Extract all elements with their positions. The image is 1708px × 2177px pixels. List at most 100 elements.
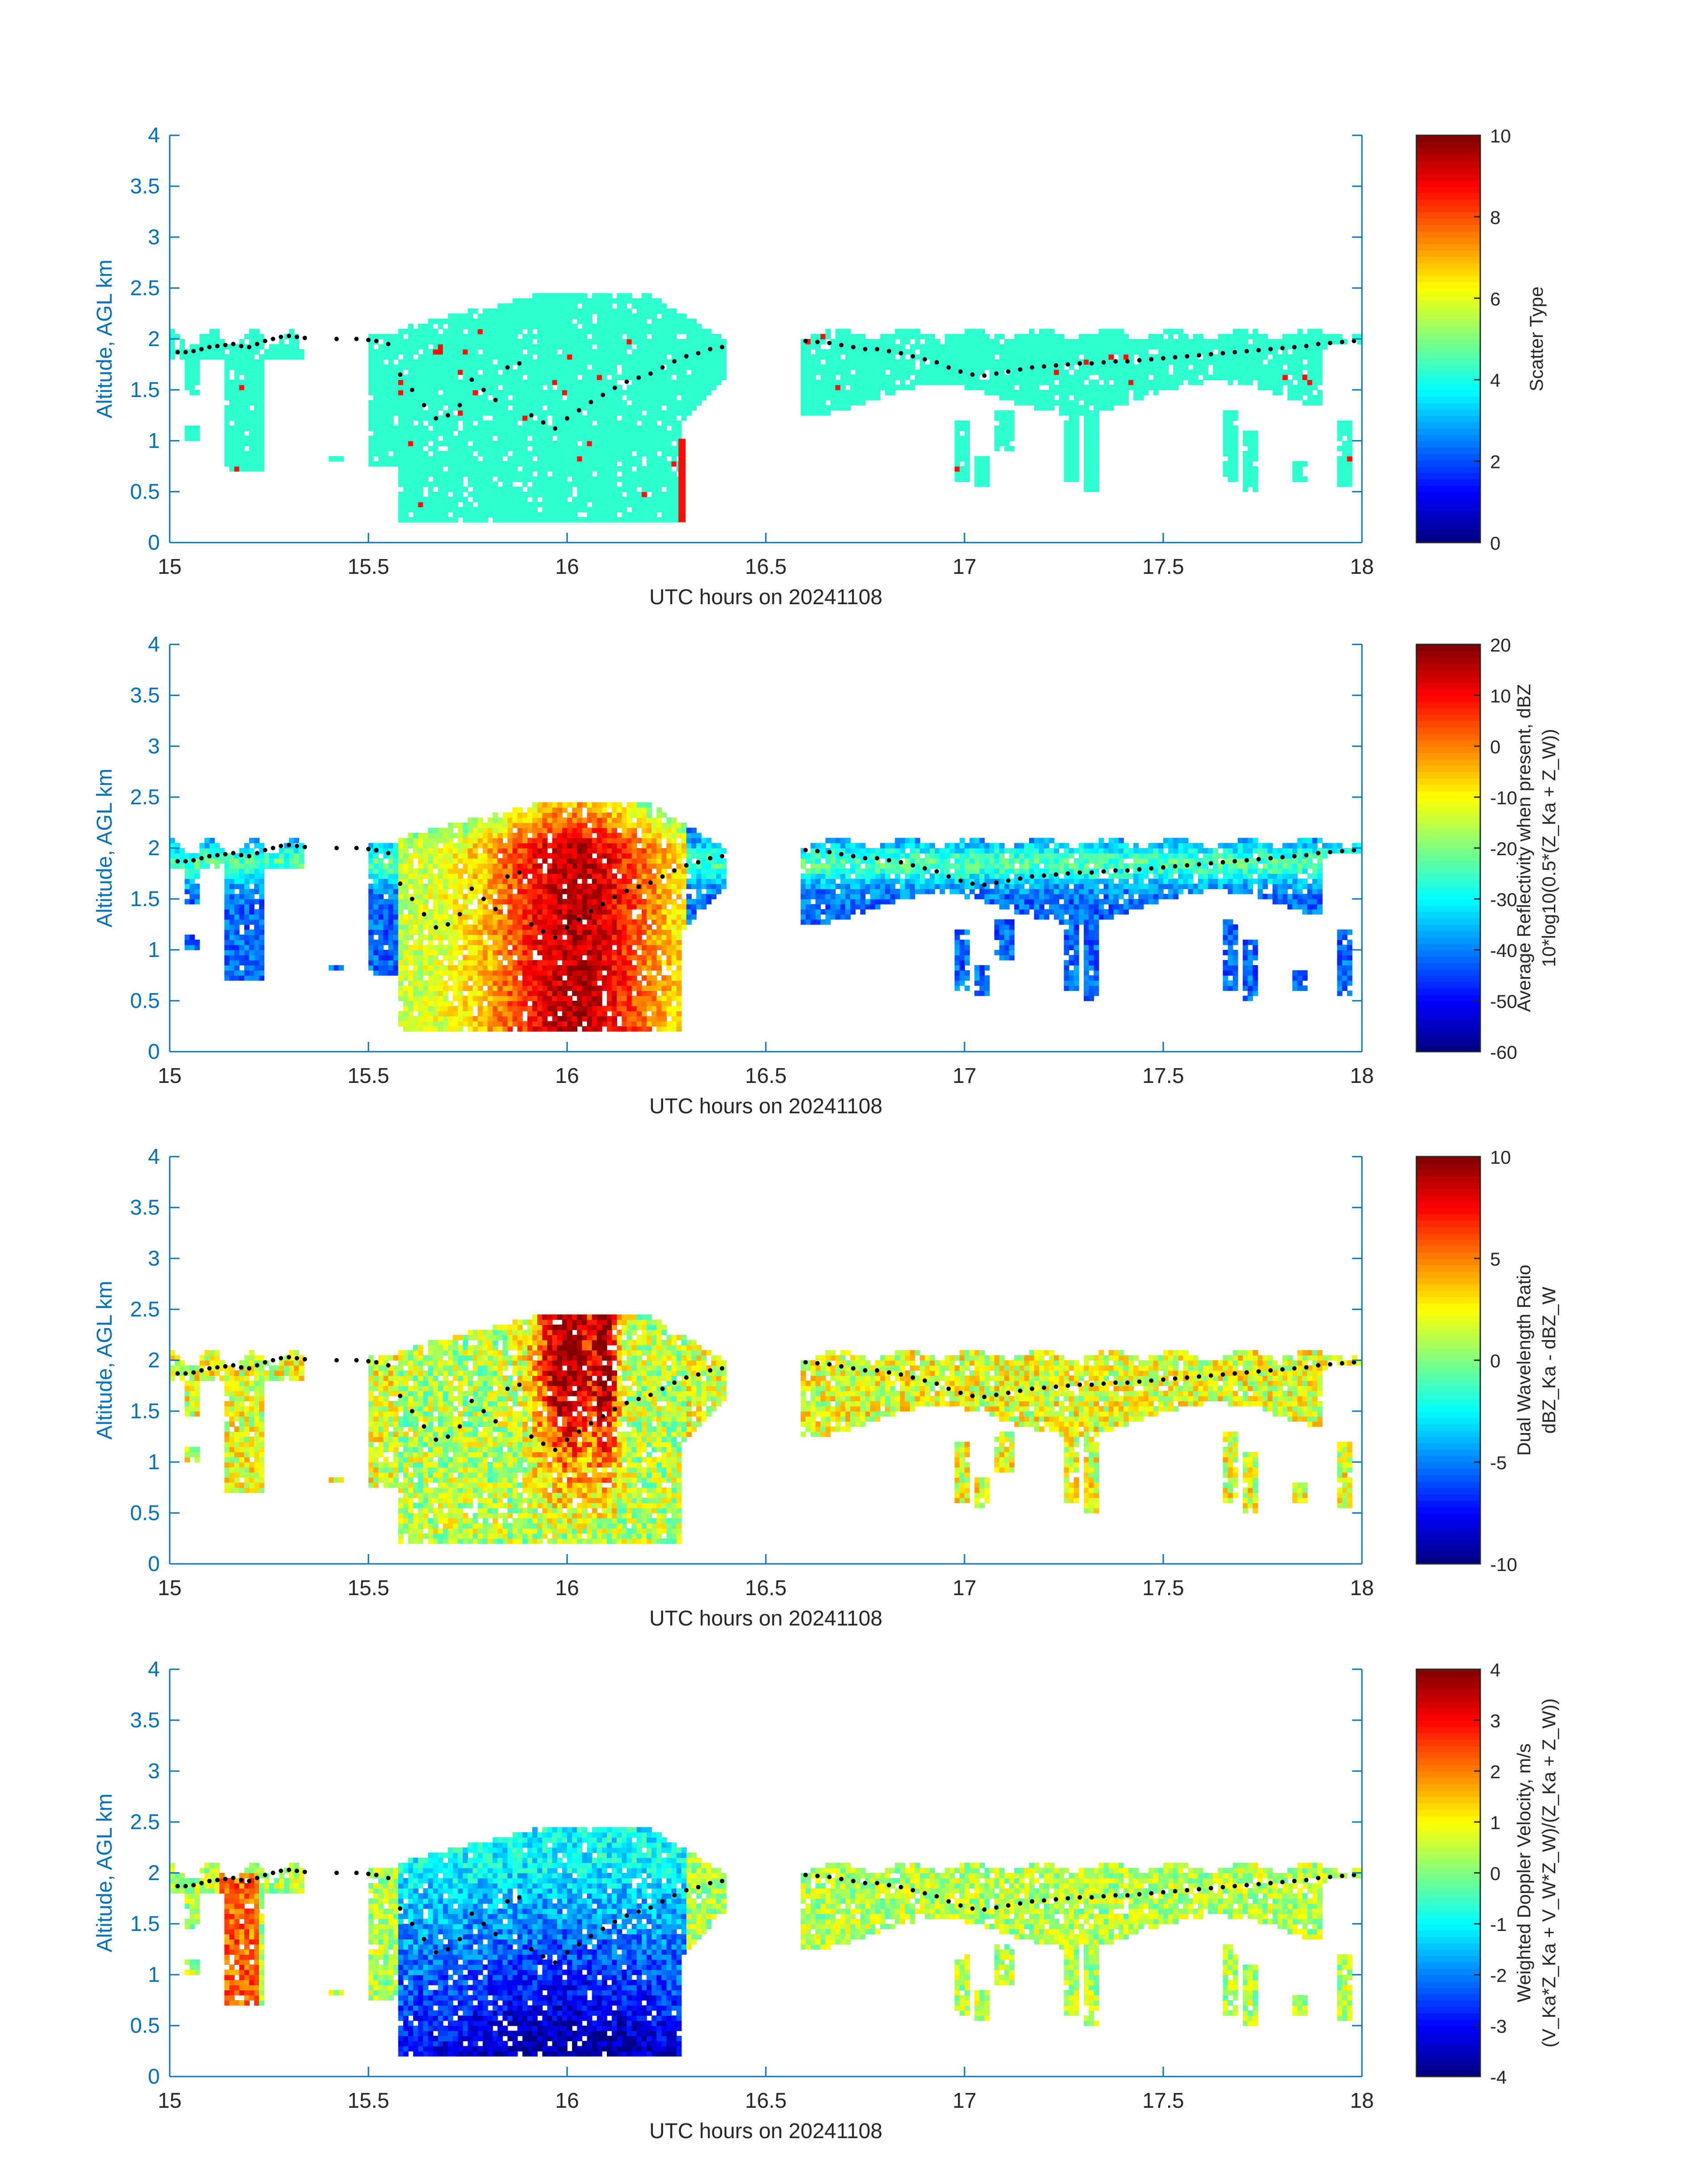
heatmap-cell: [552, 329, 558, 334]
heatmap-cell: [497, 400, 503, 405]
heatmap-cell: [562, 486, 568, 492]
heatmap-cell: [1228, 354, 1233, 360]
heatmap-cell: [497, 507, 503, 513]
heatmap-cell: [1248, 364, 1253, 370]
heatmap-cell: [1094, 471, 1099, 477]
heatmap-cell: [1312, 384, 1318, 390]
heatmap-cell: [1228, 334, 1233, 339]
heatmap-cell: [423, 466, 429, 472]
heatmap-cell: [224, 415, 230, 421]
heatmap-cell: [488, 313, 493, 319]
heatmap-cell: [1262, 339, 1268, 345]
heatmap-cell: [249, 410, 255, 416]
heatmap-cell: [681, 364, 687, 370]
heatmap-cell: [656, 354, 662, 360]
heatmap-cell: [1272, 369, 1278, 375]
heatmap-cell: [1277, 384, 1283, 390]
heatmap-cell: [1103, 384, 1109, 390]
y-tick-label: 2: [148, 327, 160, 351]
heatmap-cell: [647, 486, 652, 492]
heatmap-cell: [552, 339, 558, 345]
heatmap-cell: [423, 471, 429, 477]
heatmap-cell: [547, 446, 553, 451]
heatmap-cell: [184, 899, 190, 905]
heatmap-cell: [1044, 349, 1049, 355]
heatmap-cell: [1337, 425, 1343, 431]
heatmap-cell: [1347, 476, 1353, 482]
heatmap-cell: [562, 415, 568, 421]
colorbar-segment: [1416, 371, 1480, 378]
heatmap-cell: [398, 501, 404, 507]
cloud-top-dot: [553, 426, 558, 431]
heatmap-cell: [885, 380, 890, 385]
heatmap-cell: [601, 430, 607, 436]
heatmap-cell: [607, 435, 612, 441]
heatmap-cell: [721, 339, 727, 345]
heatmap-cell: [830, 400, 836, 405]
heatmap-cell: [1342, 481, 1348, 487]
heatmap-cell: [552, 410, 558, 416]
heatmap-cell: [984, 334, 990, 339]
colorbar-frame: [1416, 134, 1481, 543]
heatmap-cell: [622, 308, 627, 314]
heatmap-cell: [641, 497, 647, 502]
y-tick-label: 3: [148, 226, 160, 249]
heatmap-cell: [1073, 430, 1079, 436]
heatmap-cell: [647, 354, 652, 360]
heatmap-cell: [413, 380, 418, 385]
heatmap-cell: [1143, 344, 1149, 350]
heatmap-cell: [1034, 349, 1040, 355]
heatmap-cell: [458, 390, 464, 396]
colorbar-tick-label: 10: [1490, 125, 1511, 146]
heatmap-cell: [423, 323, 429, 329]
heatmap-cell: [925, 354, 930, 360]
heatmap-cell: [423, 344, 429, 350]
heatmap-cell: [189, 894, 195, 899]
heatmap-cell: [969, 359, 975, 365]
colorbar-segment: [1416, 390, 1480, 397]
heatmap-cell: [965, 339, 970, 345]
heatmap-cell: [249, 950, 255, 956]
heatmap-cell: [557, 329, 563, 334]
heatmap-cell: [493, 501, 498, 507]
heatmap-cell: [671, 380, 677, 385]
heatmap-cell: [453, 497, 458, 502]
heatmap-cell: [910, 369, 915, 375]
heatmap-cell: [408, 486, 413, 492]
heatmap-cell: [418, 430, 424, 436]
heatmap-cell: [626, 471, 632, 477]
heatmap-cell: [959, 471, 965, 477]
cloud-top-dot: [910, 354, 915, 359]
heatmap-cell: [587, 517, 593, 523]
heatmap-cell: [423, 369, 429, 375]
heatmap-cell: [1302, 476, 1308, 482]
heatmap-cell: [368, 334, 374, 339]
cloud-top-dot: [294, 334, 299, 339]
heatmap-cell: [661, 303, 667, 309]
cloud-top-dot: [923, 357, 927, 362]
heatmap-cell: [184, 873, 190, 879]
heatmap-cell: [656, 405, 662, 411]
heatmap-cell: [1272, 390, 1278, 396]
heatmap-cell: [532, 446, 538, 451]
heatmap-cell: [463, 384, 468, 390]
heatmap-cell: [587, 384, 593, 390]
heatmap-cell: [477, 400, 483, 405]
heatmap-cell: [636, 318, 642, 324]
heatmap-cell: [184, 354, 190, 360]
heatmap-cell: [224, 344, 230, 350]
heatmap-cell: [547, 323, 553, 329]
heatmap-cell: [552, 476, 558, 482]
heatmap-cell: [999, 344, 1005, 350]
heatmap-cell: [433, 380, 438, 385]
heatmap-cell: [1203, 339, 1208, 345]
heatmap-cell: [383, 410, 389, 416]
heatmap-cell: [587, 446, 593, 451]
heatmap-cell: [1084, 364, 1089, 370]
heatmap-cell: [577, 517, 583, 523]
heatmap-cell: [1193, 339, 1199, 345]
heatmap-cell: [482, 308, 488, 314]
heatmap-cell: [493, 451, 498, 456]
heatmap-cell: [209, 858, 215, 864]
heatmap-cell: [1228, 441, 1233, 447]
